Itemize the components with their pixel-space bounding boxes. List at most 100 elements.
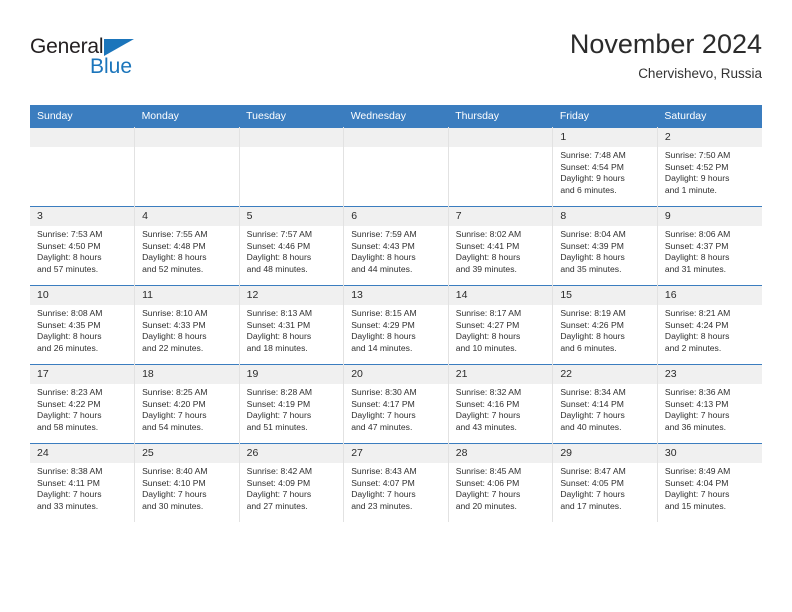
day-detail-line: and 1 minute. (664, 184, 717, 195)
calendar-cell-day-17[interactable]: 17 Sunrise: 8:23 AM Sunset: 4:22 PM Dayligh… (30, 364, 136, 444)
day-number (344, 128, 448, 147)
day-detail-line: Sunrise: 8:28 AM (246, 387, 313, 397)
calendar-cell-day-6[interactable]: 6 Sunrise: 7:59 AM Sunset: 4:43 PM Daylight… (343, 206, 449, 286)
calendar-cell-day-11[interactable]: 11 Sunrise: 8:10 AM Sunset: 4:33 PM Dayligh… (134, 285, 240, 365)
cell-inner: 26 Sunrise: 8:42 AM Sunset: 4:09 PM Dayligh… (239, 444, 344, 522)
weekday-header-tuesday: Tuesday (239, 105, 344, 128)
calendar-cell-day-16[interactable]: 16 Sunrise: 8:21 AM Sunset: 4:24 PM Dayligh… (657, 285, 762, 365)
weekday-header-monday: Monday (134, 105, 240, 128)
day-number: 6 (344, 207, 448, 226)
calendar-cell-day-14[interactable]: 14 Sunrise: 8:17 AM Sunset: 4:27 PM Dayligh… (448, 285, 554, 365)
calendar-cell-day-8[interactable]: 8 Sunrise: 8:04 AM Sunset: 4:39 PM Daylight… (552, 206, 658, 286)
day-detail-line: Daylight: 8 hours (351, 331, 416, 342)
calendar-cell-day-20[interactable]: 20 Sunrise: 8:30 AM Sunset: 4:17 PM Dayligh… (343, 364, 449, 444)
calendar-cell-day-12[interactable]: 12 Sunrise: 8:13 AM Sunset: 4:31 PM Dayligh… (239, 285, 345, 365)
calendar-cell-day-7[interactable]: 7 Sunrise: 8:02 AM Sunset: 4:41 PM Daylight… (448, 206, 554, 286)
day-detail-line: Daylight: 7 hours (246, 489, 312, 500)
calendar-cell-day-15[interactable]: 15 Sunrise: 8:19 AM Sunset: 4:26 PM Dayligh… (552, 285, 658, 365)
calendar-cell-day-4[interactable]: 4 Sunrise: 7:55 AM Sunset: 4:48 PM Daylight… (134, 206, 240, 286)
day-detail-line: Sunrise: 8:30 AM (351, 387, 417, 397)
day-detail-line: Sunset: 4:09 PM (246, 477, 311, 488)
day-detail-line: Daylight: 7 hours (37, 410, 102, 421)
day-detail-line: and 2 minutes. (664, 342, 722, 353)
day-detail-line: Sunset: 4:50 PM (37, 240, 101, 251)
day-details: Sunrise: 8:06 AM Sunset: 4:37 PM Daylight:… (658, 226, 762, 275)
day-details: Sunrise: 8:38 AM Sunset: 4:11 PM Daylight:… (30, 463, 134, 512)
day-detail-line: and 27 minutes. (246, 500, 308, 511)
day-detail-line: Sunrise: 8:08 AM (37, 308, 103, 318)
calendar-cell-day-28[interactable]: 28 Sunrise: 8:45 AM Sunset: 4:06 PM Dayligh… (448, 443, 554, 522)
day-details: Sunrise: 8:42 AM Sunset: 4:09 PM Daylight:… (240, 463, 344, 512)
day-number: 2 (657, 128, 762, 147)
calendar-cell-day-23[interactable]: 23 Sunrise: 8:36 AM Sunset: 4:13 PM Dayligh… (657, 364, 762, 444)
day-detail-line: and 43 minutes. (455, 421, 517, 432)
day-detail-line: Daylight: 8 hours (664, 252, 730, 263)
day-detail-line: Sunset: 4:48 PM (142, 240, 206, 251)
day-details: Sunrise: 8:04 AM Sunset: 4:39 PM Daylight:… (553, 226, 657, 275)
cell-inner: 1 Sunrise: 7:48 AM Sunset: 4:54 PM Daylight… (553, 128, 657, 206)
day-detail-line: Daylight: 8 hours (142, 331, 207, 342)
day-detail-line: Sunset: 4:22 PM (37, 398, 101, 409)
calendar-cell-day-22[interactable]: 22 Sunrise: 8:34 AM Sunset: 4:14 PM Dayligh… (552, 364, 658, 444)
day-detail-line: and 40 minutes. (560, 421, 622, 432)
day-detail-line: Sunset: 4:20 PM (142, 398, 206, 409)
day-details: Sunrise: 8:32 AM Sunset: 4:16 PM Daylight:… (449, 384, 553, 433)
day-detail-line: and 6 minutes. (560, 184, 617, 195)
day-detail-line: Sunset: 4:17 PM (351, 398, 415, 409)
calendar-cell-day-1[interactable]: 1 Sunrise: 7:48 AM Sunset: 4:54 PM Daylight… (552, 127, 658, 207)
day-details: Sunrise: 8:30 AM Sunset: 4:17 PM Daylight:… (344, 384, 448, 433)
calendar-cell-day-13[interactable]: 13 Sunrise: 8:15 AM Sunset: 4:29 PM Dayligh… (343, 285, 449, 365)
calendar-cell-day-19[interactable]: 19 Sunrise: 8:28 AM Sunset: 4:19 PM Dayligh… (239, 364, 345, 444)
page-subtitle: Chervishevo, Russia (638, 66, 762, 81)
calendar-cell-day-2[interactable]: 2 Sunrise: 7:50 AM Sunset: 4:52 PM Daylight… (657, 127, 762, 207)
cell-inner: 14 Sunrise: 8:17 AM Sunset: 4:27 PM Dayligh… (448, 286, 553, 364)
calendar-cell-empty (134, 127, 240, 207)
day-detail-line: Daylight: 7 hours (142, 410, 207, 421)
cell-inner: 20 Sunrise: 8:30 AM Sunset: 4:17 PM Dayligh… (344, 365, 448, 443)
cell-inner: 2 Sunrise: 7:50 AM Sunset: 4:52 PM Daylight… (657, 128, 762, 206)
cell-inner: 10 Sunrise: 8:08 AM Sunset: 4:35 PM Dayligh… (30, 286, 135, 364)
calendar-cell-day-5[interactable]: 5 Sunrise: 7:57 AM Sunset: 4:46 PM Daylight… (239, 206, 345, 286)
calendar-cell-day-18[interactable]: 18 Sunrise: 8:25 AM Sunset: 4:20 PM Dayligh… (134, 364, 240, 444)
calendar-cell-day-29[interactable]: 29 Sunrise: 8:47 AM Sunset: 4:05 PM Dayligh… (552, 443, 658, 522)
calendar-cell-day-9[interactable]: 9 Sunrise: 8:06 AM Sunset: 4:37 PM Daylight… (657, 206, 762, 286)
cell-inner: 3 Sunrise: 7:53 AM Sunset: 4:50 PM Daylight… (30, 207, 135, 285)
cell-inner: 12 Sunrise: 8:13 AM Sunset: 4:31 PM Dayligh… (239, 286, 344, 364)
day-detail-line: Sunset: 4:31 PM (246, 319, 311, 330)
cell-inner: 17 Sunrise: 8:23 AM Sunset: 4:22 PM Dayligh… (30, 365, 135, 443)
day-detail-line: Daylight: 7 hours (37, 489, 102, 500)
day-detail-line: Sunrise: 8:49 AM (664, 466, 731, 476)
day-detail-line: and 23 minutes. (351, 500, 413, 511)
day-detail-line: and 17 minutes. (560, 500, 622, 511)
calendar-cell-day-30[interactable]: 30 Sunrise: 8:49 AM Sunset: 4:04 PM Dayligh… (657, 443, 762, 522)
day-details: Sunrise: 8:21 AM Sunset: 4:24 PM Daylight:… (658, 305, 762, 354)
day-details: Sunrise: 8:43 AM Sunset: 4:07 PM Daylight:… (344, 463, 448, 512)
day-details: Sunrise: 7:55 AM Sunset: 4:48 PM Daylight:… (135, 226, 239, 275)
day-detail-line: Sunrise: 8:25 AM (142, 387, 208, 397)
day-details: Sunrise: 8:10 AM Sunset: 4:33 PM Daylight:… (135, 305, 239, 354)
day-number: 28 (448, 444, 553, 463)
day-number: 16 (657, 286, 762, 305)
brand-logo[interactable]: General Blue (30, 36, 150, 82)
calendar-cell-day-25[interactable]: 25 Sunrise: 8:40 AM Sunset: 4:10 PM Dayligh… (134, 443, 240, 522)
calendar-cell-day-10[interactable]: 10 Sunrise: 8:08 AM Sunset: 4:35 PM Dayligh… (30, 285, 136, 365)
cell-inner: 8 Sunrise: 8:04 AM Sunset: 4:39 PM Daylight… (553, 207, 657, 285)
day-detail-line: Sunrise: 7:48 AM (560, 150, 626, 160)
day-detail-line: Sunrise: 8:23 AM (37, 387, 103, 397)
day-details: Sunrise: 8:15 AM Sunset: 4:29 PM Daylight:… (344, 305, 448, 354)
day-detail-line: Daylight: 8 hours (246, 331, 312, 342)
calendar-cell-day-21[interactable]: 21 Sunrise: 8:32 AM Sunset: 4:16 PM Dayligh… (448, 364, 554, 444)
calendar-cell-day-26[interactable]: 26 Sunrise: 8:42 AM Sunset: 4:09 PM Dayligh… (239, 443, 345, 522)
weekday-header-wednesday: Wednesday (343, 105, 449, 128)
day-detail-line: Daylight: 7 hours (560, 410, 625, 421)
day-details: Sunrise: 8:25 AM Sunset: 4:20 PM Daylight:… (135, 384, 239, 433)
day-detail-line: Daylight: 8 hours (246, 252, 312, 263)
day-number: 21 (448, 365, 553, 384)
calendar-cell-day-24[interactable]: 24 Sunrise: 8:38 AM Sunset: 4:11 PM Dayligh… (30, 443, 136, 522)
day-number: 8 (553, 207, 657, 226)
cell-inner: 16 Sunrise: 8:21 AM Sunset: 4:24 PM Dayligh… (657, 286, 762, 364)
day-detail-line: Sunrise: 8:06 AM (664, 229, 731, 239)
calendar-cell-day-27[interactable]: 27 Sunrise: 8:43 AM Sunset: 4:07 PM Dayligh… (343, 443, 449, 522)
day-detail-line: and 22 minutes. (142, 342, 204, 353)
calendar-cell-day-3[interactable]: 3 Sunrise: 7:53 AM Sunset: 4:50 PM Daylight… (30, 206, 136, 286)
